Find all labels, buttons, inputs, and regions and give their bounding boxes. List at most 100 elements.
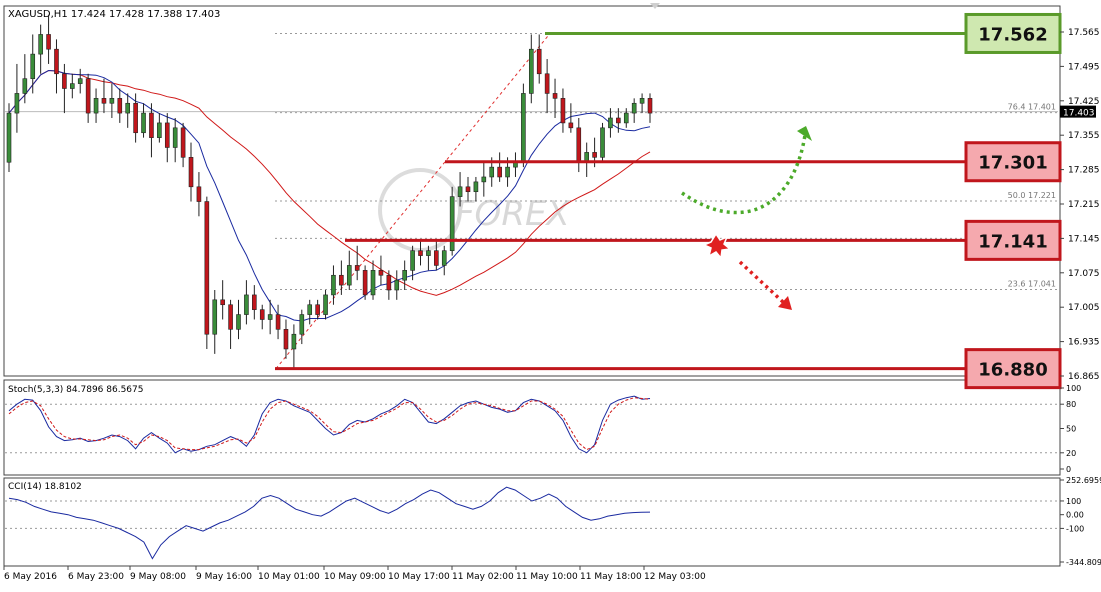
bear-candle	[54, 48, 59, 75]
cci-tick-label: 252.6959	[1066, 476, 1101, 485]
bull-candle	[449, 196, 455, 251]
bearish-arrow	[738, 260, 785, 304]
bear-candle	[647, 98, 653, 114]
bull-candle	[521, 93, 526, 163]
bull-candle	[410, 250, 415, 271]
fast-ma-line	[8, 69, 651, 322]
bear-candle	[434, 250, 439, 266]
bull-candle	[631, 102, 637, 114]
support-level-value: 17.301	[978, 153, 1047, 174]
bull-candle	[22, 78, 28, 94]
time-tick-label: 10 May 01:00	[258, 572, 320, 582]
bear-candle	[362, 270, 368, 296]
cci-label: CCI(14) 18.8102	[8, 482, 82, 492]
bull-candle	[528, 48, 534, 94]
bear-candle	[536, 48, 542, 75]
resistance-level-value: 17.562	[978, 24, 1047, 45]
bull-candle	[457, 186, 463, 197]
bear-candle	[576, 127, 582, 163]
bull-candle	[38, 34, 43, 55]
bear-candle	[220, 299, 225, 306]
time-tick-label: 12 May 03:00	[644, 572, 706, 582]
bear-candle	[378, 270, 384, 276]
bull-candle	[212, 299, 218, 335]
bull-candle	[402, 270, 407, 281]
fib-level-label: 50.0 17.221	[1008, 191, 1056, 200]
bear-candle	[354, 265, 360, 271]
stoch-label: Stoch(5,3,3) 84.7896 86.5675	[8, 385, 143, 395]
bear-candle	[164, 122, 170, 148]
scroll-marker-icon	[650, 3, 660, 9]
bull-candle	[291, 333, 297, 350]
price-tick-label: 17.495	[1068, 62, 1100, 72]
support-level-value: 17.141	[978, 231, 1047, 252]
bear-candle	[196, 186, 202, 202]
bear-candle	[339, 274, 344, 286]
cci-tick-label: -100	[1066, 524, 1084, 533]
current-price-value: 17.403	[1063, 109, 1095, 119]
bull-candle	[505, 166, 510, 178]
bullish-arrow	[681, 134, 807, 215]
price-tick-label: 16.935	[1068, 338, 1100, 348]
fib-level-label: 23.6 17.041	[1008, 280, 1056, 289]
bear-candle	[180, 127, 186, 158]
time-tick-label: 6 May 23:00	[68, 572, 124, 582]
breakout-burst-icon	[702, 232, 732, 260]
candles-layer	[6, 14, 653, 369]
bear-candle	[616, 117, 621, 124]
bull-candle	[267, 314, 273, 320]
bull-candle	[172, 127, 178, 148]
bull-candle	[346, 265, 352, 286]
bear-candle	[204, 201, 210, 335]
cci-tick-label: 0.00	[1066, 511, 1084, 520]
cci-line	[8, 486, 651, 560]
bear-candle	[497, 166, 502, 178]
stoch-layer: 100 80 50 20 0	[5, 384, 1081, 474]
bear-candle	[552, 93, 558, 99]
support-level-box	[964, 219, 1062, 261]
bull-candle	[125, 102, 131, 114]
chart-title: XAGUSD,H1 17.424 17.428 17.388 17.403	[8, 9, 220, 20]
bull-candle	[489, 166, 495, 178]
bull-candle	[394, 279, 400, 291]
bear-candle	[465, 186, 471, 193]
stoch-tick-label: 100	[1066, 384, 1081, 393]
bull-candle	[299, 314, 305, 335]
bull-candle	[370, 270, 376, 296]
time-axis: 6 May 2016 6 May 23:00 9 May 08:00 9 May 16…	[3, 566, 706, 582]
slow-ma-line	[8, 69, 651, 296]
time-tick-label: 10 May 09:00	[324, 572, 386, 582]
time-tick-label: 11 May 10:00	[516, 572, 578, 582]
price-tick-label: 17.425	[1068, 97, 1100, 107]
price-tick-label: 17.215	[1068, 200, 1100, 210]
support-level-value: 16.880	[978, 360, 1047, 381]
bull-candle	[426, 250, 431, 256]
bear-candle	[101, 98, 107, 104]
moving-averages	[8, 69, 651, 322]
axis-layer: 17.565 17.495 17.425 17.355 17.285 17.215 17.1…	[1060, 28, 1100, 382]
support-level-box	[964, 348, 1062, 390]
price-tick-label: 16.865	[1068, 372, 1100, 382]
bear-candle	[560, 98, 566, 124]
bear-candle	[46, 34, 51, 50]
support-level-box	[964, 141, 1062, 183]
bear-candle	[228, 304, 233, 330]
bull-candle	[623, 112, 629, 124]
bear-candle	[188, 157, 194, 188]
stoch-tick-label: 0	[1066, 465, 1071, 474]
bull-candle	[441, 250, 447, 266]
bull-candle	[608, 117, 613, 129]
price-tick-label: 17.145	[1068, 234, 1100, 244]
bull-candle	[70, 83, 75, 89]
price-tick-label: 17.285	[1068, 166, 1100, 176]
bullish-arrowhead-icon	[797, 126, 812, 141]
cci-tick-label: 100	[1066, 497, 1081, 506]
bear-candle	[149, 112, 154, 138]
time-tick-label: 6 May 2016	[4, 572, 57, 582]
bear-candle	[252, 294, 257, 310]
price-tick-label: 17.355	[1068, 131, 1100, 141]
bear-candle	[568, 122, 574, 129]
bear-candle	[283, 329, 289, 350]
